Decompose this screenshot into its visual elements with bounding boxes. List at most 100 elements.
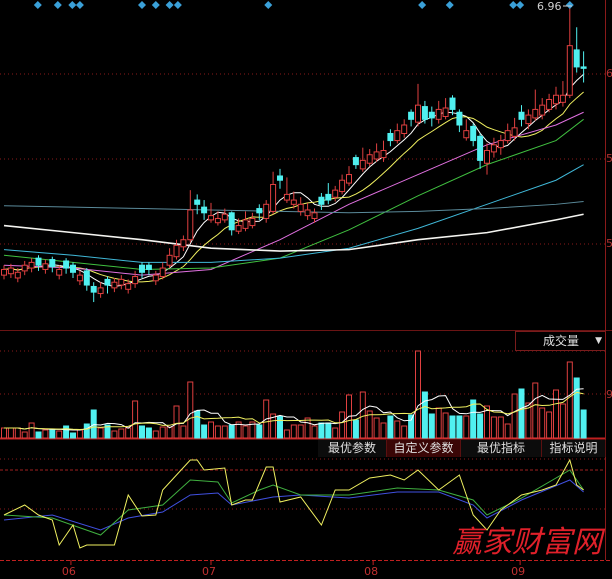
chevron-down-icon[interactable]: ▼	[595, 336, 602, 346]
diamond-marker-icon	[165, 1, 174, 9]
volume-bar	[352, 419, 359, 439]
volume-bar	[387, 415, 394, 439]
volume-bar	[566, 361, 573, 439]
candle	[42, 259, 49, 274]
candle	[145, 262, 152, 276]
candle-body	[546, 98, 553, 110]
candle-body	[297, 203, 304, 212]
volume-bar	[408, 414, 415, 439]
candle-body	[566, 45, 573, 96]
diamond-marker-icon	[509, 1, 518, 9]
candle	[504, 123, 511, 144]
moving-average-line	[3, 91, 584, 283]
candle	[56, 265, 63, 280]
candle-body	[249, 217, 256, 227]
candle	[394, 123, 401, 144]
x-tick-label: 07	[202, 565, 216, 578]
volume-bar	[42, 429, 49, 439]
volume-bar	[290, 424, 297, 439]
candle-body	[525, 114, 532, 125]
optimal-indicator-button[interactable]: 最优指标	[461, 440, 542, 457]
volume-bar	[297, 424, 304, 439]
moving-average-line	[3, 118, 584, 270]
candle-body	[145, 264, 152, 270]
volume-bar	[35, 431, 42, 439]
moving-average-lines	[3, 73, 584, 287]
candle	[173, 239, 180, 260]
candle	[408, 109, 415, 127]
candle-body	[339, 179, 346, 193]
candle	[525, 109, 532, 130]
candle	[125, 279, 132, 294]
candle	[249, 212, 256, 229]
candle	[97, 282, 104, 298]
candle-body	[270, 183, 277, 212]
candle-body	[449, 97, 456, 110]
candle-body	[532, 108, 539, 119]
candle	[359, 147, 366, 172]
candle-body	[21, 264, 28, 272]
candle	[311, 208, 318, 223]
candle-body	[132, 276, 139, 285]
candle-body	[463, 130, 470, 139]
candle-body	[283, 193, 290, 201]
candle	[263, 200, 270, 223]
candle-body	[394, 130, 401, 142]
candle	[290, 191, 297, 209]
diamond-marker-icon	[68, 1, 77, 9]
candle-body	[125, 283, 132, 290]
candle	[421, 100, 428, 124]
candle-body	[518, 111, 525, 120]
volume-bar	[97, 427, 104, 439]
volume-bar	[132, 400, 139, 439]
candle	[208, 202, 214, 223]
oscillator-line	[3, 458, 584, 549]
x-axis-ticks: 06 07 08 09	[62, 560, 525, 578]
candle	[277, 168, 283, 189]
candle-body	[484, 149, 490, 164]
indicator-select[interactable]: 成交量 ▼	[515, 331, 606, 351]
candle	[228, 211, 235, 236]
candle-body	[311, 212, 318, 219]
candle-body	[490, 144, 497, 153]
diamond-marker-icon	[565, 1, 574, 9]
oscillator-lines	[3, 458, 585, 549]
volume-bar	[201, 424, 208, 439]
price-axis-label: 5	[606, 237, 612, 250]
diamond-marker-icon	[418, 1, 427, 9]
volume-bars	[1, 350, 587, 439]
candle	[104, 276, 111, 294]
candle-body	[235, 225, 242, 232]
candle	[559, 81, 566, 107]
candle-body	[221, 213, 228, 221]
volume-bar	[580, 409, 587, 439]
candle-body	[214, 217, 221, 224]
candle-body	[194, 199, 201, 205]
volume-bar	[118, 428, 125, 439]
indicator-help-button[interactable]: 指标说明	[542, 440, 606, 457]
volume-bar	[539, 407, 546, 439]
volume-bar	[559, 403, 566, 439]
grid-lines	[0, 0, 612, 561]
custom-params-button[interactable]: 自定义参数	[387, 440, 461, 457]
volume-bar	[359, 391, 366, 439]
candle-body	[166, 254, 173, 266]
candle	[242, 211, 249, 232]
candle	[511, 117, 518, 141]
volume-bar	[277, 415, 283, 439]
volume-bar	[139, 425, 145, 439]
volume-bar	[249, 421, 256, 439]
x-tick-label: 08	[364, 565, 378, 578]
candle-body	[559, 94, 566, 103]
candle-body	[408, 111, 415, 120]
volume-bar	[311, 425, 318, 439]
optimal-params-button[interactable]: 最优参数	[318, 440, 387, 457]
volume-bar	[394, 420, 401, 439]
volume-bar	[166, 426, 173, 439]
volume-bar	[1, 427, 7, 439]
candle-body	[49, 259, 56, 268]
indicator-select-value: 成交量	[543, 334, 580, 348]
volume-bar	[187, 381, 194, 439]
